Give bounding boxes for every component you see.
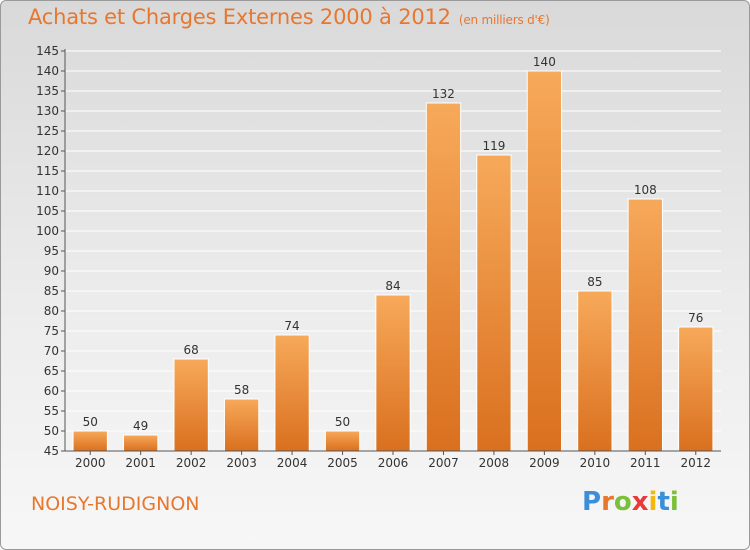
bar-2003 bbox=[223, 398, 260, 452]
y-tick-label: 140 bbox=[36, 64, 59, 78]
bar-value-label: 74 bbox=[284, 319, 299, 333]
y-axis-ticks: 45 50 55 60 65 70 75 80 85 90 95 100 105 110 115 120 125… bbox=[36, 44, 65, 458]
y-tick-label: 125 bbox=[36, 124, 59, 138]
x-tick-label: 2010 bbox=[580, 456, 611, 470]
y-tick-label: 110 bbox=[36, 184, 59, 198]
logo-letter: t bbox=[657, 487, 670, 517]
y-tick-label: 75 bbox=[44, 324, 59, 338]
city-name: NOISY-RUDIGNON bbox=[31, 493, 200, 515]
bar-value-label: 108 bbox=[634, 183, 657, 197]
x-tick-label: 2006 bbox=[378, 456, 409, 470]
bar-value-label: 119 bbox=[482, 139, 505, 153]
x-tick-label: 2002 bbox=[176, 456, 207, 470]
x-tick-label: 2007 bbox=[428, 456, 459, 470]
bar-2004 bbox=[274, 334, 310, 452]
y-tick-label: 130 bbox=[36, 104, 59, 118]
bar-value-label: 50 bbox=[83, 415, 98, 429]
y-tick-label: 45 bbox=[44, 444, 59, 458]
bar-value-label: 85 bbox=[587, 275, 602, 289]
logo-letter: i bbox=[669, 487, 679, 517]
y-tick-label: 115 bbox=[36, 164, 59, 178]
bar-value-label: 50 bbox=[335, 415, 350, 429]
y-tick-label: 120 bbox=[36, 144, 59, 158]
y-tick-label: 105 bbox=[36, 204, 59, 218]
logo-letter: P bbox=[582, 487, 602, 517]
y-tick-label: 70 bbox=[44, 344, 59, 358]
y-tick-label: 65 bbox=[44, 364, 59, 378]
bars: 50 49 68 58 74 50 84 132 119 140 85 108 76 bbox=[72, 55, 714, 452]
bar-value-label: 132 bbox=[432, 87, 455, 101]
bar-2002 bbox=[173, 358, 209, 452]
bar-2000 bbox=[72, 430, 108, 452]
bar-2009 bbox=[526, 70, 563, 452]
bar-2006 bbox=[375, 294, 411, 452]
x-tick-label: 2011 bbox=[630, 456, 661, 470]
y-tick-label: 55 bbox=[44, 404, 59, 418]
proxiti-logo[interactable]: Proxiti bbox=[582, 487, 679, 517]
chart-subtitle: (en milliers d'€) bbox=[458, 13, 550, 27]
y-tick-label: 90 bbox=[44, 264, 59, 278]
x-axis-ticks: 2000 2001 2002 2003 2004 2005 2006 2007 2008 2009… bbox=[75, 451, 711, 470]
x-tick-label: 2003 bbox=[226, 456, 257, 470]
y-tick-label: 145 bbox=[36, 44, 59, 58]
y-tick-label: 85 bbox=[44, 284, 59, 298]
x-tick-label: 2012 bbox=[680, 456, 711, 470]
logo-letter: o bbox=[613, 487, 632, 517]
y-tick-label: 50 bbox=[44, 424, 59, 438]
bar-2001 bbox=[123, 434, 159, 452]
logo-letter: x bbox=[631, 487, 649, 517]
bar-value-label: 140 bbox=[533, 55, 556, 69]
bar-value-label: 84 bbox=[385, 279, 400, 293]
logo-letter: i bbox=[648, 487, 658, 517]
bar-value-label: 68 bbox=[184, 343, 199, 357]
y-tick-label: 135 bbox=[36, 84, 59, 98]
x-tick-label: 2009 bbox=[529, 456, 560, 470]
bar-value-label: 58 bbox=[234, 383, 249, 397]
bar-value-label: 49 bbox=[133, 419, 148, 433]
y-tick-label: 95 bbox=[44, 244, 59, 258]
x-tick-label: 2001 bbox=[125, 456, 156, 470]
x-tick-label: 2004 bbox=[277, 456, 308, 470]
bar-2005 bbox=[324, 430, 361, 452]
x-tick-label: 2008 bbox=[479, 456, 510, 470]
bar-2008 bbox=[476, 154, 512, 452]
logo-letter: r bbox=[601, 487, 614, 517]
chart-title-text: Achats et Charges Externes 2000 à 2012 bbox=[28, 5, 451, 29]
y-tick-label: 60 bbox=[44, 384, 59, 398]
bar-2010 bbox=[577, 290, 613, 452]
x-tick-label: 2005 bbox=[327, 456, 358, 470]
chart-title: Achats et Charges Externes 2000 à 2012 (e… bbox=[28, 5, 550, 29]
bar-2012 bbox=[678, 326, 714, 452]
bar-value-label: 76 bbox=[688, 311, 703, 325]
bar-2007 bbox=[425, 102, 462, 452]
bar-2011 bbox=[627, 198, 663, 452]
x-tick-label: 2000 bbox=[75, 456, 106, 470]
y-tick-label: 80 bbox=[44, 304, 59, 318]
y-tick-label: 100 bbox=[36, 224, 59, 238]
